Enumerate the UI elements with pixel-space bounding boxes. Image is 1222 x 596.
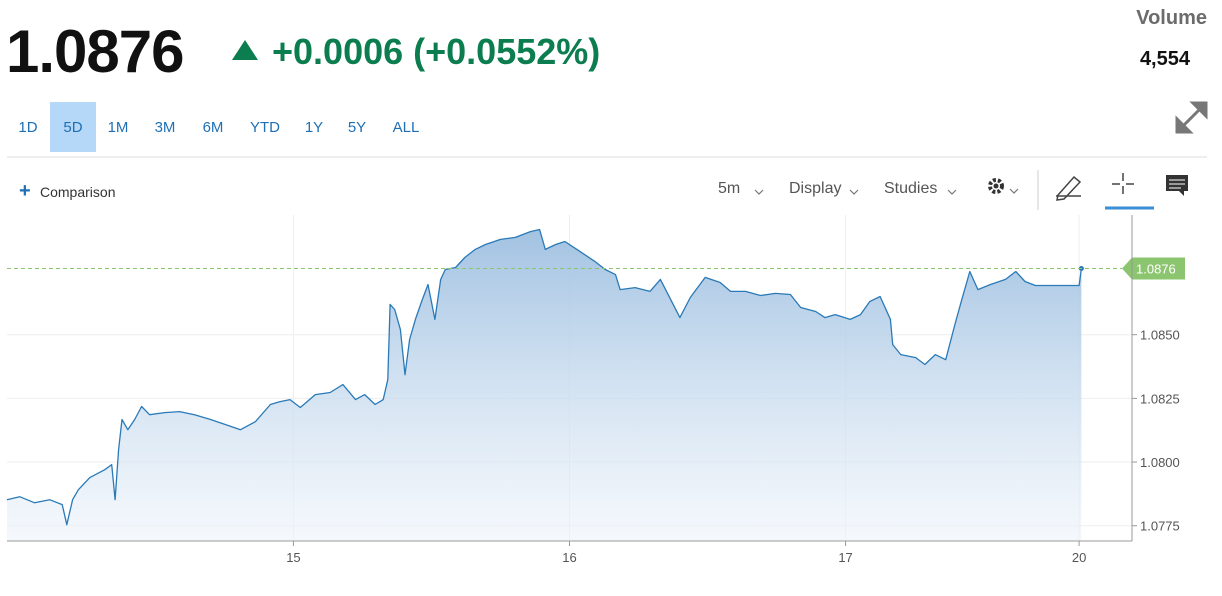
expand-icon[interactable]	[1175, 101, 1208, 134]
display-menu[interactable]: Display	[789, 180, 859, 197]
range-label: YTD	[250, 119, 280, 136]
range-label: 3M	[155, 119, 176, 136]
x-tick-label: 20	[1072, 550, 1086, 565]
range-button[interactable]: 5D	[50, 102, 96, 152]
volume-label: Volume	[1136, 7, 1207, 29]
interval-menu[interactable]: 5m	[718, 180, 764, 197]
last-value-badge	[1122, 257, 1185, 280]
range-button[interactable]: 1M	[108, 119, 129, 136]
y-tick-label: 1.0775	[1140, 519, 1180, 534]
last-value-label: 1.0876	[1136, 261, 1176, 276]
range-button[interactable]: 5Y	[348, 119, 366, 136]
studies-menu[interactable]: Studies	[884, 180, 957, 197]
price-line	[6, 228, 1083, 526]
range-label: 1D	[18, 119, 37, 136]
comparison-label: Comparison	[40, 184, 115, 200]
range-label: 1Y	[305, 119, 323, 136]
x-tick-label: 16	[562, 550, 576, 565]
draw-button[interactable]	[1056, 175, 1082, 201]
y-tick-label: 1.0825	[1140, 391, 1180, 406]
y-tick-label: 1.0800	[1140, 455, 1180, 470]
y-tick-label: 1.0850	[1140, 328, 1180, 343]
plot-area: 1.0775 1.0800 1.0825 1.0850 15 16 17 20 1.0876	[6, 215, 1185, 565]
chevron	[947, 189, 957, 195]
volume-value: 4,554	[1140, 48, 1191, 70]
comment-button[interactable]	[1166, 175, 1188, 196]
range-selector: 1D 5D 1M 3M 6M YTD 1Y 5Y ALL	[18, 102, 419, 152]
range-button[interactable]: 1Y	[305, 119, 323, 136]
range-label: 1M	[108, 119, 129, 136]
settings-button[interactable]	[988, 178, 1019, 194]
studies-label: Studies	[884, 180, 937, 197]
price-change: +0.0006 (+0.0552%)	[272, 31, 600, 72]
comparison-button[interactable]: + Comparison	[19, 180, 115, 202]
x-tick-label: 15	[286, 550, 300, 565]
range-label: 5D	[63, 119, 82, 136]
range-label: 6M	[203, 119, 224, 136]
range-highlight	[50, 102, 96, 152]
range-label: 5Y	[348, 119, 366, 136]
up-arrow	[232, 40, 258, 60]
crosshair-button[interactable]	[1105, 173, 1154, 210]
area-fill	[7, 229, 1082, 541]
plus-icon: +	[19, 180, 31, 202]
chevron	[754, 189, 764, 195]
x-tick-label: 17	[838, 550, 852, 565]
chevron	[849, 189, 859, 195]
range-label: ALL	[393, 119, 420, 136]
range-button[interactable]: 6M	[203, 119, 224, 136]
range-button[interactable]: 3M	[155, 119, 176, 136]
interval-label: 5m	[718, 180, 740, 197]
range-button[interactable]: ALL	[393, 119, 420, 136]
last-price: 1.0876	[6, 18, 184, 85]
range-button[interactable]: YTD	[250, 119, 280, 136]
display-label: Display	[789, 180, 841, 197]
range-button[interactable]: 1D	[18, 119, 37, 136]
